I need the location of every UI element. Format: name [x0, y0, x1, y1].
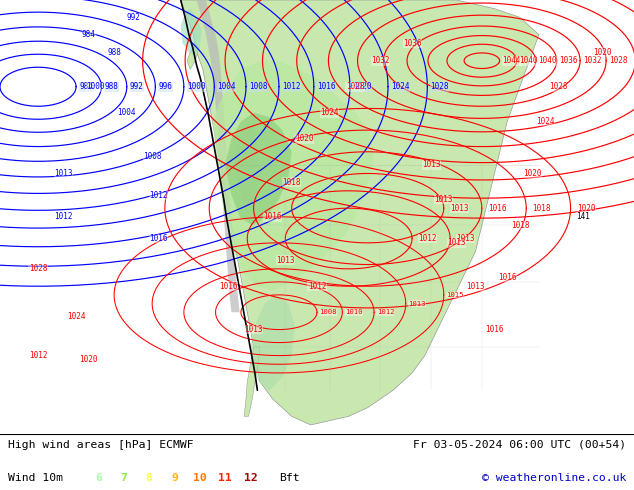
Text: 1013: 1013 [447, 238, 466, 247]
Text: 1024: 1024 [320, 108, 339, 117]
Text: 988: 988 [107, 48, 121, 56]
Text: 12: 12 [243, 472, 257, 483]
Text: 1016: 1016 [149, 234, 168, 243]
Text: 1028: 1028 [346, 82, 365, 91]
Polygon shape [250, 295, 295, 390]
Text: Fr 03-05-2024 06:00 UTC (00+54): Fr 03-05-2024 06:00 UTC (00+54) [413, 440, 626, 450]
Text: 1044: 1044 [502, 56, 521, 65]
Text: 1028: 1028 [548, 82, 567, 91]
Text: 988: 988 [105, 82, 119, 91]
Text: 1018: 1018 [533, 204, 551, 213]
Text: 1016: 1016 [263, 212, 282, 221]
Text: 1015: 1015 [446, 292, 464, 298]
Text: 1000: 1000 [86, 82, 105, 91]
Text: 1020: 1020 [295, 134, 314, 143]
Text: 1013: 1013 [466, 282, 485, 291]
Text: 1020: 1020 [353, 82, 372, 91]
Text: 1013: 1013 [456, 234, 475, 243]
Text: © weatheronline.co.uk: © weatheronline.co.uk [482, 472, 626, 483]
Text: 1008: 1008 [249, 82, 268, 91]
Text: 1018: 1018 [510, 221, 529, 230]
Text: 1016: 1016 [317, 82, 335, 91]
Text: 8: 8 [146, 472, 152, 483]
Text: 1032: 1032 [371, 56, 390, 65]
Text: 1028: 1028 [609, 56, 627, 65]
Text: 1013: 1013 [434, 195, 453, 204]
Text: 1012: 1012 [29, 351, 48, 360]
Text: 1013: 1013 [54, 169, 73, 178]
Text: 1016: 1016 [488, 204, 507, 213]
Text: 1016: 1016 [219, 282, 238, 291]
Text: High wind areas [hPa] ECMWF: High wind areas [hPa] ECMWF [8, 440, 193, 450]
Text: 1020: 1020 [577, 204, 595, 213]
Text: 1012: 1012 [307, 282, 327, 291]
Polygon shape [244, 347, 260, 416]
Text: 1012: 1012 [377, 309, 394, 315]
Text: 1013: 1013 [422, 160, 441, 169]
Text: 1028: 1028 [29, 265, 48, 273]
Text: 1000: 1000 [187, 82, 205, 91]
Text: 1012: 1012 [54, 212, 73, 221]
Text: 1016: 1016 [485, 325, 504, 334]
Text: 1036: 1036 [403, 39, 422, 48]
Text: 1013: 1013 [244, 325, 263, 334]
Text: 1013: 1013 [408, 300, 426, 307]
Text: Wind 10m: Wind 10m [8, 472, 63, 483]
Text: 992: 992 [130, 82, 144, 91]
Text: 1012: 1012 [418, 234, 437, 243]
Text: 1028: 1028 [430, 82, 449, 91]
Polygon shape [181, 0, 539, 425]
Text: 10: 10 [193, 472, 207, 483]
Text: 1040: 1040 [538, 56, 557, 65]
Polygon shape [235, 122, 260, 208]
Text: Bft: Bft [279, 472, 300, 483]
Text: 1020: 1020 [523, 169, 542, 178]
Text: 141: 141 [576, 212, 590, 221]
Text: 1012: 1012 [282, 82, 301, 91]
Text: 1020: 1020 [79, 355, 98, 365]
Text: 1040: 1040 [519, 56, 538, 65]
Text: 984: 984 [82, 30, 96, 39]
Text: 1010: 1010 [345, 309, 363, 315]
Text: 1008: 1008 [143, 151, 162, 161]
Text: 9: 9 [171, 472, 178, 483]
Text: 1013: 1013 [450, 204, 469, 213]
Text: 996: 996 [158, 82, 172, 91]
Text: 1032: 1032 [583, 56, 601, 65]
Text: 11: 11 [218, 472, 232, 483]
Text: 6: 6 [95, 472, 101, 483]
Text: 1036: 1036 [559, 56, 578, 65]
Text: 1024: 1024 [536, 117, 555, 126]
Text: 1004: 1004 [217, 82, 236, 91]
Text: 1024: 1024 [391, 82, 410, 91]
Text: 7: 7 [120, 472, 127, 483]
Text: 1012: 1012 [149, 191, 168, 199]
Polygon shape [181, 9, 202, 56]
Polygon shape [212, 61, 374, 291]
Text: 1004: 1004 [117, 108, 136, 117]
Polygon shape [187, 44, 198, 70]
Polygon shape [225, 113, 292, 225]
Text: 984: 984 [79, 82, 93, 91]
Text: 1008: 1008 [320, 309, 337, 315]
Text: 1020: 1020 [593, 48, 612, 56]
Polygon shape [197, 0, 240, 312]
Text: 1013: 1013 [276, 256, 295, 265]
Text: 992: 992 [126, 13, 140, 22]
Text: 1016: 1016 [498, 273, 517, 282]
Text: 1024: 1024 [67, 312, 86, 321]
Text: 1018: 1018 [282, 178, 301, 187]
